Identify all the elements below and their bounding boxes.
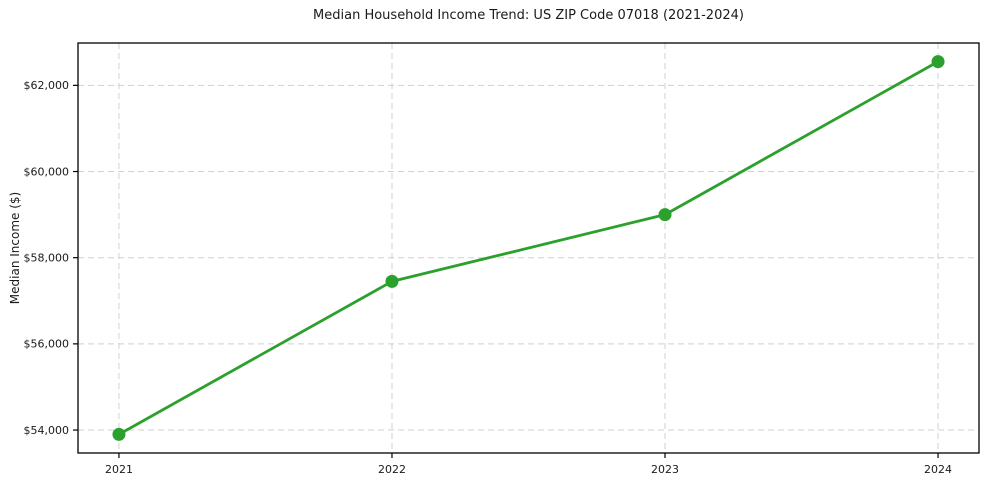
data-point-marker-2021 bbox=[112, 427, 126, 441]
data-point-marker-2024 bbox=[931, 55, 945, 69]
y-tick-label: $60,000 bbox=[24, 165, 70, 178]
axes-frame bbox=[77, 42, 980, 454]
x-tick-label: 2022 bbox=[378, 463, 406, 476]
y-tick-label: $54,000 bbox=[24, 424, 70, 437]
y-tick-label: $62,000 bbox=[24, 79, 70, 92]
x-tick-label: 2023 bbox=[651, 463, 679, 476]
income-trend-line bbox=[117, 60, 940, 436]
data-point-marker-2022 bbox=[385, 274, 399, 288]
data-point-marker-2023 bbox=[658, 208, 672, 222]
y-tick-label: $56,000 bbox=[24, 338, 70, 351]
x-tick-label: 2024 bbox=[924, 463, 952, 476]
y-tick-label: $58,000 bbox=[24, 251, 70, 264]
x-tick-label: 2021 bbox=[105, 463, 133, 476]
chart-title: Median Household Income Trend: US ZIP Co… bbox=[313, 8, 744, 23]
